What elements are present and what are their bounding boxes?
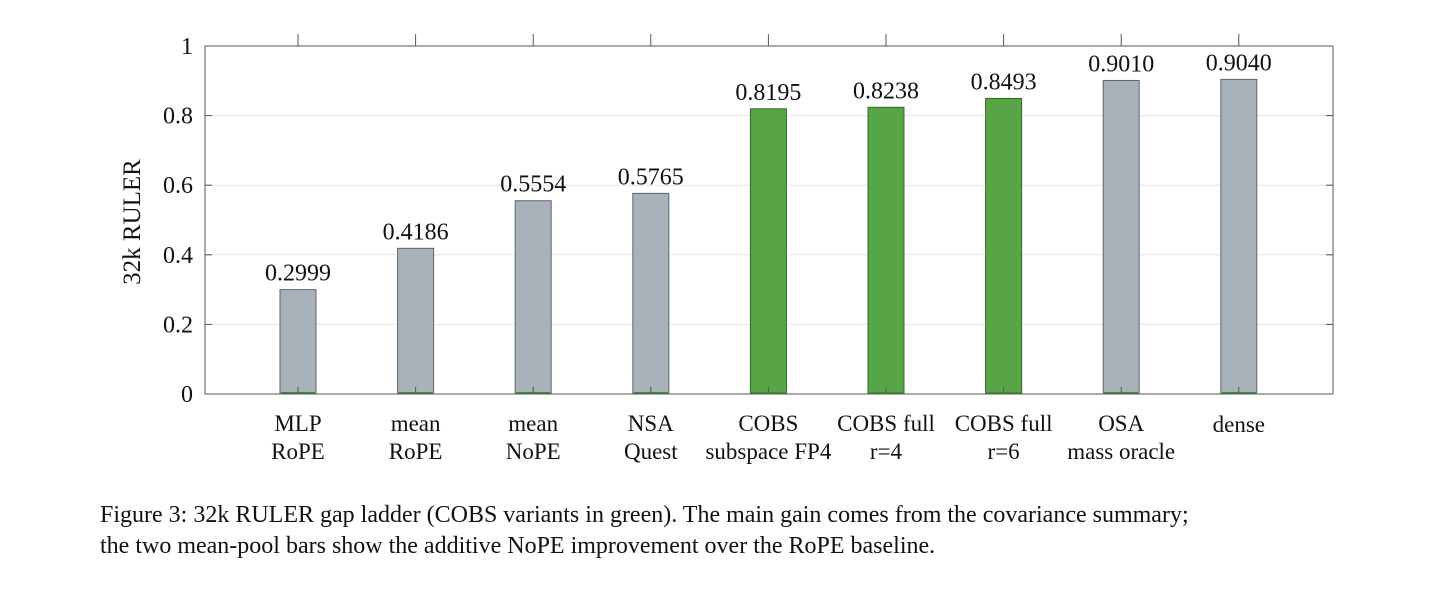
data-label: 0.8195: [735, 80, 801, 106]
bar: [867, 106, 905, 395]
category-labels: MLP RoPE mean RoPE mean NoPE NSA Quest COBS subsp…: [271, 411, 1265, 464]
data-label: 0.9040: [1206, 50, 1272, 76]
category-label-line-1: mean: [508, 411, 558, 436]
bar: [985, 97, 1023, 395]
data-label: 0.9010: [1088, 51, 1154, 77]
caption-line-2: the two mean-pool bars show the additive…: [100, 533, 936, 559]
bar: [279, 289, 317, 395]
y-axis-ticks: 0 0.2 0.4 0.6 0.8 1: [163, 34, 1333, 408]
data-label: 0.5554: [500, 172, 566, 198]
bars: [279, 78, 1258, 395]
bar: [397, 247, 435, 395]
bar: [514, 200, 552, 395]
category-label-line-2: NoPE: [506, 439, 561, 464]
category-label-line-1: COBS full: [955, 411, 1053, 436]
category-label-line-1: mean: [391, 411, 441, 436]
y-tick-label: 0.4: [163, 243, 193, 269]
category-label-line-2: RoPE: [389, 439, 443, 464]
bar: [749, 108, 787, 395]
y-tick-label: 0.2: [163, 312, 193, 338]
bar: [1220, 78, 1258, 395]
figure-caption: Figure 3: 32k RULER gap ladder (COBS var…: [100, 500, 1400, 562]
category-label-line-2: RoPE: [271, 439, 325, 464]
y-tick-label: 0.6: [163, 173, 193, 199]
data-label: 0.4186: [383, 219, 449, 245]
x-ticks: [297, 34, 1240, 394]
category-label-line-1: MLP: [274, 411, 321, 436]
bar: [1102, 79, 1140, 395]
y-tick-label: 0.8: [163, 104, 193, 130]
category-label-line-2: r=4: [870, 439, 903, 464]
category-label-line-1: dense: [1213, 412, 1265, 437]
category-label-line-1: COBS: [738, 411, 798, 436]
category-label-line-2: r=6: [988, 439, 1020, 464]
y-axis-title: 32k RULER: [119, 159, 146, 285]
category-label-line-1: COBS full: [837, 411, 935, 436]
category-label-line-2: Quest: [624, 439, 678, 464]
category-label-line-1: NSA: [628, 411, 674, 436]
caption-line-1: Figure 3: 32k RULER gap ladder (COBS var…: [100, 502, 1189, 528]
data-label: 0.8238: [853, 78, 919, 104]
category-label-line-1: OSA: [1098, 411, 1144, 436]
data-label: 0.8493: [971, 69, 1037, 95]
category-label-line-2: subspace FP4: [705, 439, 831, 464]
plot-frame: [204, 45, 1334, 395]
category-label-line-2: mass oracle: [1067, 439, 1175, 464]
y-tick-label: 0: [181, 382, 193, 408]
y-tick-label: 1: [181, 34, 193, 60]
value-labels: 0.2999 0.4186 0.5554 0.5765 0.8195 0.8238 0.84…: [265, 50, 1272, 286]
data-label: 0.5765: [618, 164, 684, 190]
bar: [632, 192, 670, 395]
data-label: 0.2999: [265, 261, 331, 287]
